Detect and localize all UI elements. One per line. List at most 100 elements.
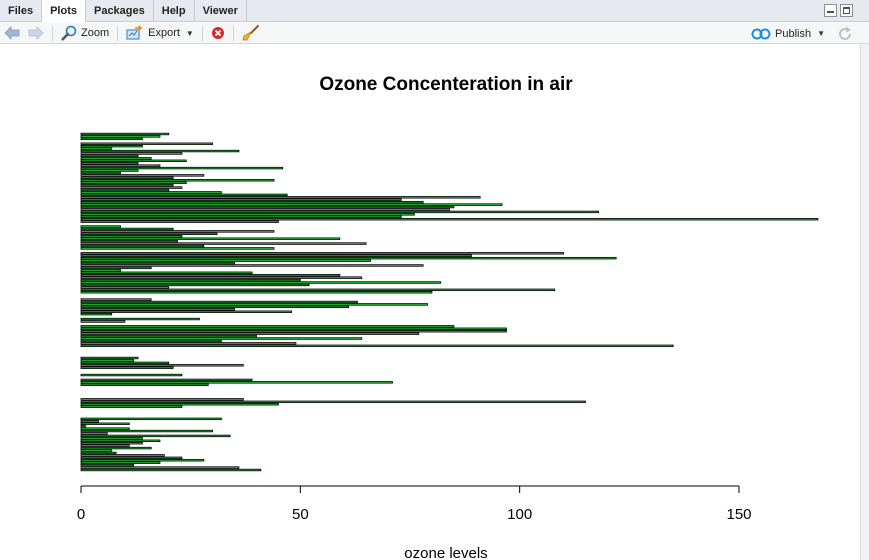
bar bbox=[80, 137, 143, 141]
bar bbox=[80, 334, 257, 338]
bar bbox=[80, 196, 481, 199]
bar bbox=[80, 344, 674, 348]
bar bbox=[80, 383, 209, 386]
bar bbox=[80, 225, 121, 228]
bar bbox=[80, 186, 183, 189]
x-tick-label: 100 bbox=[507, 506, 532, 523]
bar bbox=[80, 439, 161, 442]
bar bbox=[80, 205, 455, 209]
zoom-icon bbox=[61, 25, 77, 41]
bar bbox=[80, 320, 126, 323]
bar bbox=[80, 422, 130, 425]
bar bbox=[80, 298, 152, 301]
bar bbox=[80, 276, 363, 279]
bar bbox=[80, 449, 113, 452]
export-menu-button[interactable]: Export ▼ bbox=[122, 23, 198, 44]
bar bbox=[80, 420, 99, 423]
tab-help[interactable]: Help bbox=[154, 0, 195, 22]
bar bbox=[80, 325, 455, 328]
bar bbox=[80, 266, 152, 270]
export-label: Export bbox=[148, 27, 180, 39]
tab-viewer[interactable]: Viewer bbox=[195, 0, 247, 22]
bar bbox=[80, 364, 244, 367]
bar bbox=[80, 337, 363, 340]
bar bbox=[80, 403, 279, 406]
plots-toolbar: Zoom Export ▼ Publish ▼ bbox=[0, 23, 869, 44]
publish-button[interactable]: Publish ▼ bbox=[747, 23, 829, 44]
bar bbox=[80, 162, 139, 165]
zoom-button[interactable]: Zoom bbox=[57, 23, 113, 44]
minimize-pane-button[interactable] bbox=[824, 4, 837, 17]
zoom-label: Zoom bbox=[81, 27, 110, 39]
bar bbox=[80, 342, 297, 345]
previous-plot-button[interactable] bbox=[0, 23, 24, 44]
bar bbox=[80, 427, 130, 430]
clear-all-plots-button[interactable] bbox=[238, 23, 264, 44]
bar bbox=[80, 332, 420, 335]
maximize-pane-button[interactable] bbox=[840, 4, 853, 17]
bar bbox=[80, 254, 472, 257]
bar bbox=[80, 227, 174, 231]
remove-plot-button[interactable] bbox=[207, 23, 229, 44]
bar bbox=[80, 149, 240, 153]
bar bbox=[80, 252, 564, 255]
bar bbox=[80, 327, 507, 330]
export-icon bbox=[126, 25, 143, 40]
bar bbox=[80, 256, 617, 260]
bar bbox=[80, 398, 244, 401]
bar bbox=[80, 291, 433, 294]
publish-icon bbox=[751, 28, 771, 39]
plot-viewer: Ozone Concenteration in air 0 50 100 150 oz… bbox=[0, 44, 860, 560]
bar bbox=[80, 330, 507, 333]
bar bbox=[80, 269, 121, 272]
toolbar-divider bbox=[117, 25, 119, 41]
bar bbox=[80, 359, 135, 362]
bar bbox=[80, 218, 819, 221]
bar bbox=[80, 232, 218, 236]
bar bbox=[80, 239, 178, 243]
bar bbox=[80, 305, 349, 309]
remove-plot-icon bbox=[211, 27, 224, 39]
bar bbox=[80, 174, 205, 177]
bar bbox=[80, 434, 231, 438]
bar bbox=[80, 283, 310, 287]
bar bbox=[80, 144, 143, 148]
refresh-button[interactable] bbox=[833, 23, 857, 44]
bar bbox=[80, 310, 292, 313]
bar bbox=[80, 405, 183, 408]
bar bbox=[80, 164, 161, 167]
tab-plots[interactable]: Plots bbox=[42, 0, 86, 23]
bar bbox=[80, 400, 586, 404]
bar bbox=[80, 463, 135, 467]
toolbar-divider bbox=[232, 25, 234, 41]
x-tick-label: 0 bbox=[77, 506, 85, 523]
bar bbox=[80, 142, 214, 145]
bar bbox=[80, 208, 450, 211]
x-tick-label: 50 bbox=[292, 506, 309, 523]
bar bbox=[80, 317, 200, 321]
bar bbox=[80, 446, 152, 450]
bar bbox=[80, 230, 275, 233]
bar bbox=[80, 191, 222, 194]
chevron-down-icon: ▼ bbox=[817, 29, 825, 38]
bar bbox=[80, 235, 183, 238]
bar bbox=[80, 278, 301, 282]
tab-files[interactable]: Files bbox=[0, 0, 43, 22]
next-plot-button[interactable] bbox=[24, 23, 48, 44]
bar-chart: Ozone Concenteration in air 0 50 100 150 oz… bbox=[77, 74, 819, 560]
bar bbox=[80, 339, 222, 343]
bar bbox=[80, 300, 358, 304]
bar bbox=[80, 181, 187, 184]
bar bbox=[80, 188, 170, 192]
bar bbox=[80, 286, 170, 289]
bar bbox=[80, 259, 371, 262]
bar bbox=[80, 220, 279, 223]
bar bbox=[80, 147, 113, 150]
tab-packages[interactable]: Packages bbox=[86, 0, 154, 22]
bar bbox=[80, 183, 174, 187]
bar bbox=[80, 444, 130, 447]
pane-scrollbar[interactable] bbox=[860, 44, 869, 560]
bar bbox=[80, 200, 424, 204]
bar bbox=[80, 466, 240, 469]
bar bbox=[80, 381, 393, 384]
